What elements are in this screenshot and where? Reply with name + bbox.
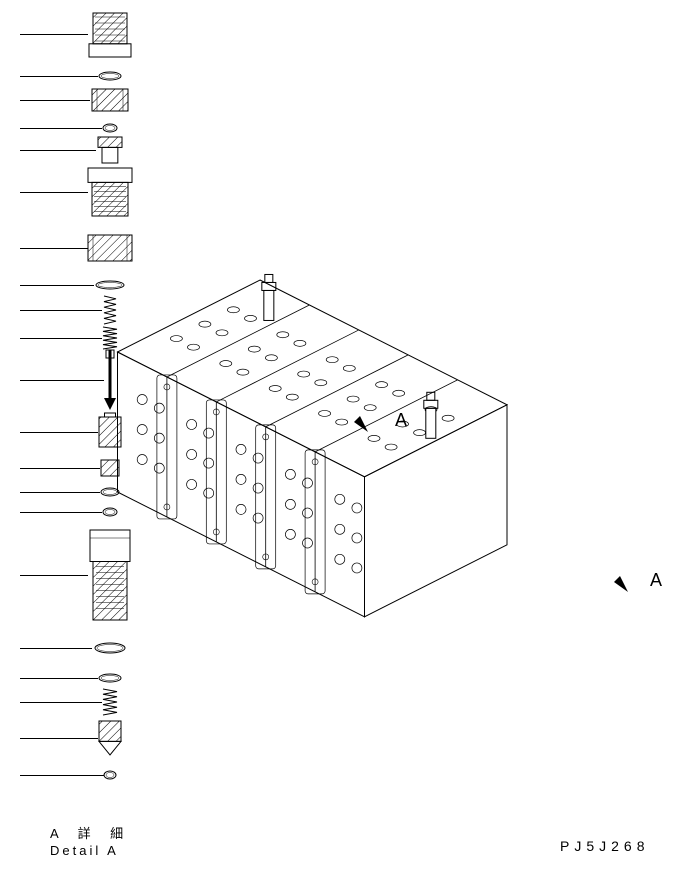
detail-label-jp: A 詳 細: [50, 823, 131, 842]
valve-block-iso: [0, 0, 685, 895]
diagram-area: A A A 詳 細 Detail A PJ5J268: [0, 0, 685, 895]
reference-letter: A: [650, 570, 662, 591]
reference-letter: A: [395, 410, 407, 431]
drawing-code: PJ5J268: [560, 838, 649, 854]
detail-label-en: Detail A: [50, 843, 119, 858]
